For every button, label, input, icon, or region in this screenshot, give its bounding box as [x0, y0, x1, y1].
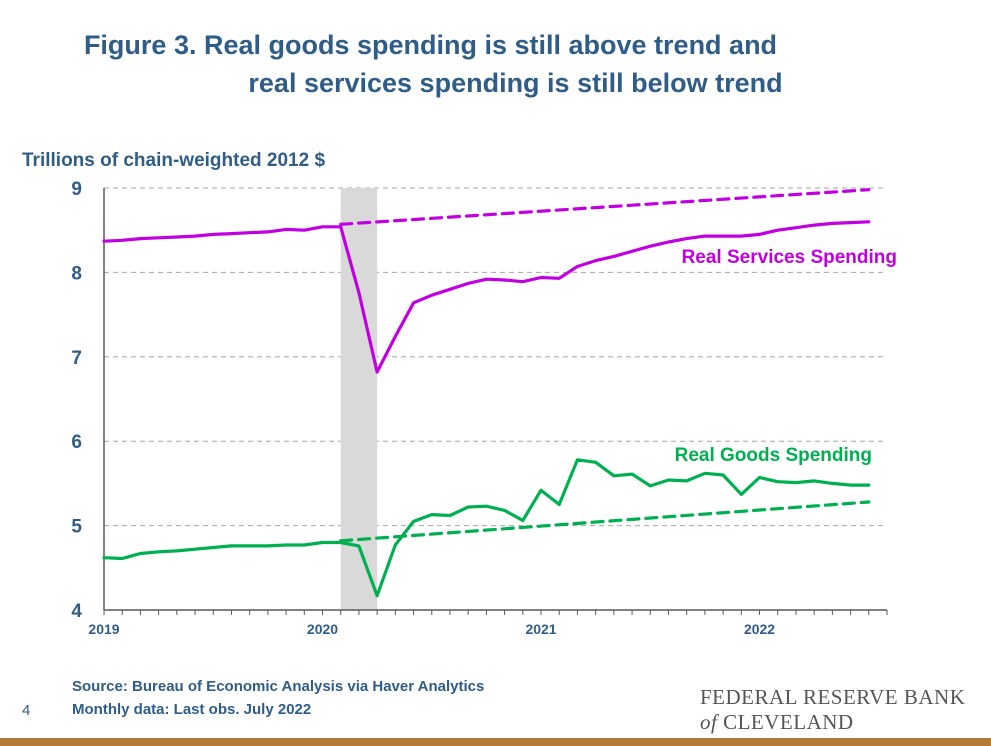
series-layer	[102, 188, 871, 598]
page-number: 4	[22, 702, 31, 719]
chart-title: Figure 3. Real goods spending is still a…	[0, 26, 991, 102]
series-real-services-spending	[102, 220, 871, 374]
y-tick-label-9: 9	[71, 179, 82, 200]
grid-layer	[104, 187, 887, 527]
series-label-goods: Real Goods Spending	[675, 445, 872, 466]
title-line-1: Figure 3. Real goods spending is still a…	[83, 30, 778, 60]
series-label-services: Real Services Spending	[682, 247, 897, 268]
x-tick-label-2020: 2020	[307, 621, 338, 637]
logo-line-1: FEDERAL RESERVE BANK	[700, 685, 966, 709]
logo-line-2: of CLEVELAND	[700, 710, 965, 735]
title-line-2: real services spending is still below tr…	[248, 68, 783, 98]
x-tick-label-2022: 2022	[744, 621, 775, 637]
y-tick-label-8: 8	[71, 263, 82, 284]
axis-layer: 4 5 6 7 8 9 2019 2020 2021 2022 Trillions of chain…	[22, 150, 888, 637]
data-note-line: Monthly data: Last obs. July 2022	[72, 701, 312, 718]
x-tick-label-2019: 2019	[88, 621, 119, 637]
y-tick-label-7: 7	[71, 348, 82, 369]
bottom-accent-bar	[0, 738, 991, 746]
logo-cleveland: CLEVELAND	[723, 710, 854, 734]
series-trend-line-1	[339, 188, 871, 226]
line-chart: 4 5 6 7 8 9 2019 2020 2021 2022 Trillions of chain…	[22, 150, 897, 637]
x-tick-label-2021: 2021	[525, 621, 556, 637]
series-trend-line-3	[339, 500, 871, 543]
y-tick-label-5: 5	[71, 517, 82, 538]
y-axis-label: Trillions of chain-weighted 2012 $	[22, 150, 325, 171]
fed-cleveland-logo: FEDERAL RESERVE BANK of CLEVELAND	[700, 685, 965, 735]
source-line: Source: Bureau of Economic Analysis via …	[72, 678, 485, 695]
series-real-goods-spending	[102, 458, 871, 598]
logo-of: of	[700, 710, 718, 734]
y-tick-label-6: 6	[71, 432, 82, 453]
y-tick-label-4: 4	[71, 601, 82, 622]
source-note: Source: Bureau of Economic Analysis via …	[72, 675, 484, 721]
label-layer: Real Services Spending Real Goods Spendin…	[675, 247, 897, 466]
